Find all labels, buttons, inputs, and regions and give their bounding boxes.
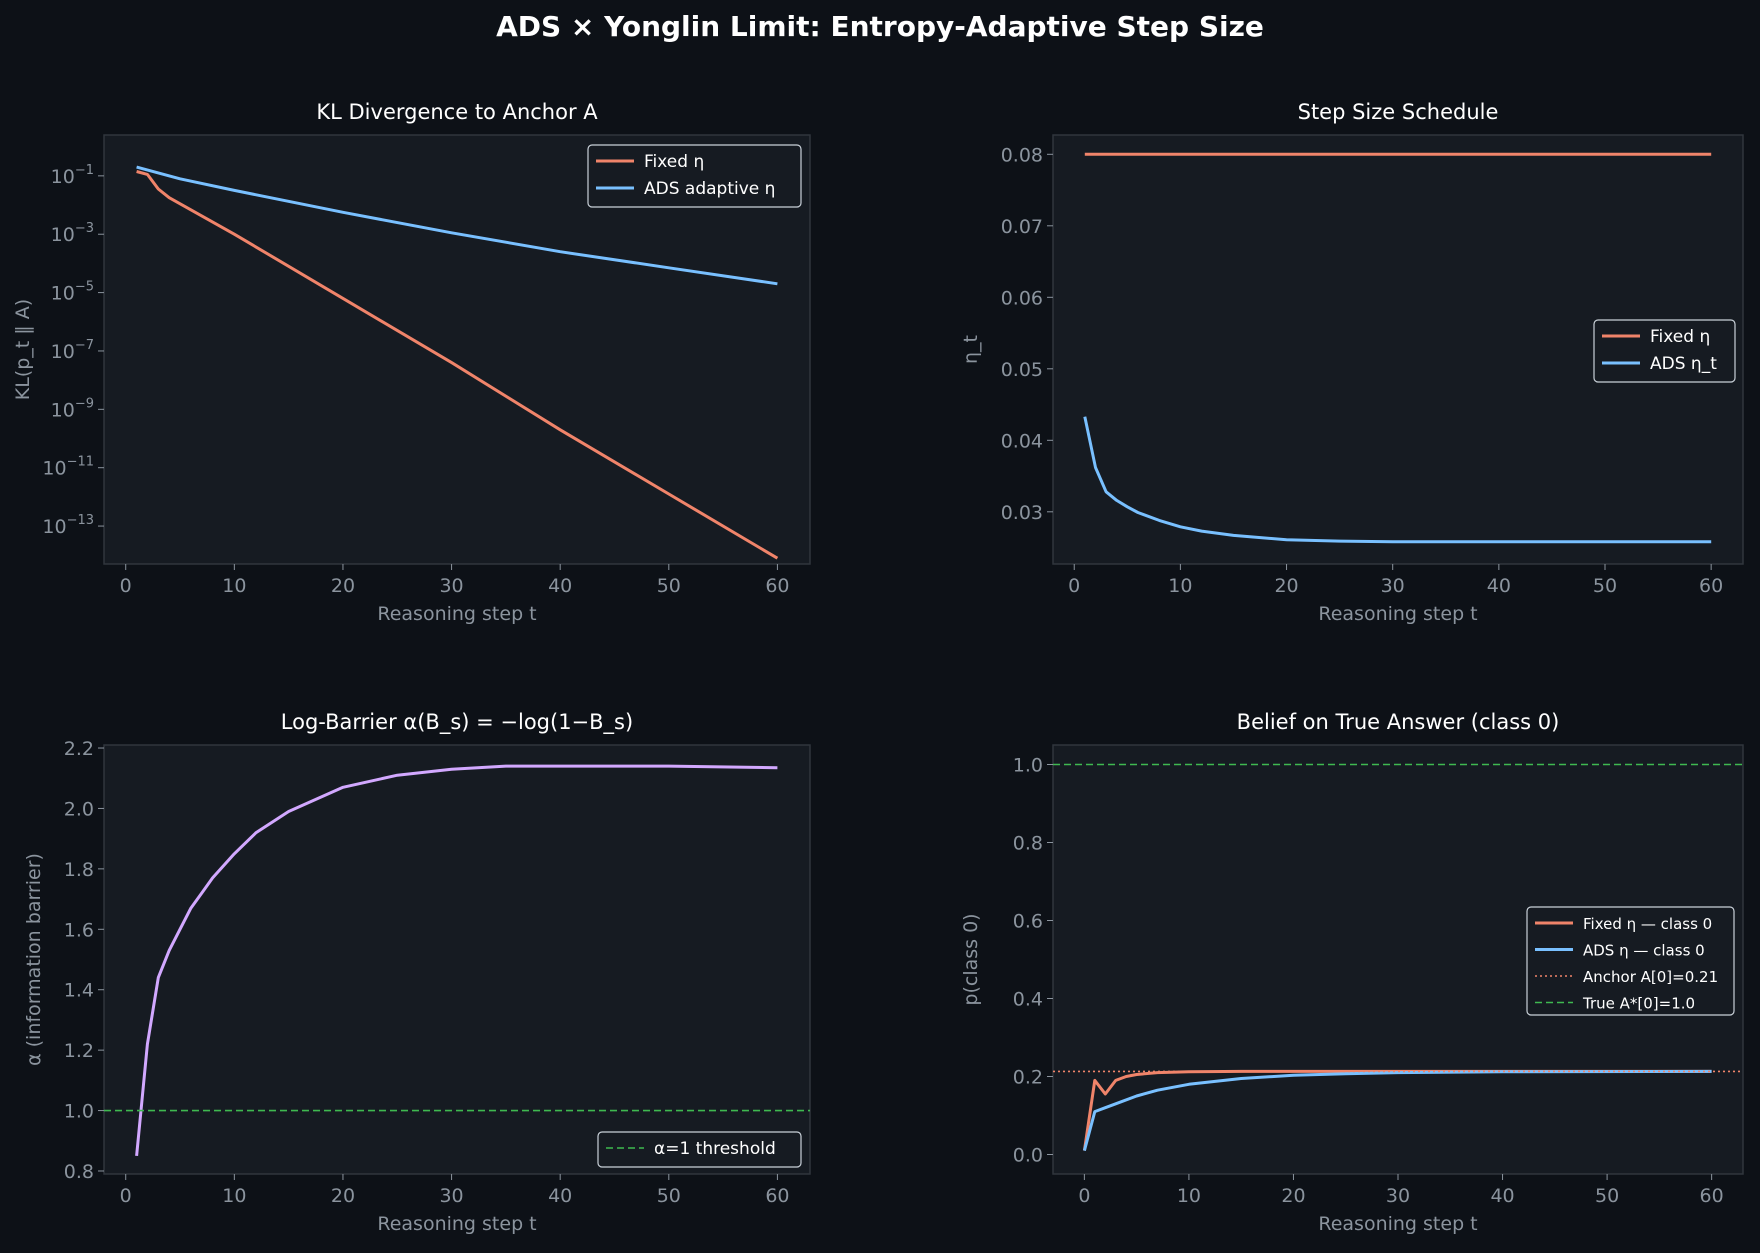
y-tick-label: 10−1 xyxy=(51,163,94,188)
y-tick-label: 10−5 xyxy=(51,280,94,305)
x-axis-label: Reasoning step t xyxy=(377,603,536,625)
y-tick-label: 1.8 xyxy=(64,859,94,881)
series-line xyxy=(1082,1069,1712,1151)
y-tick-label: 1.2 xyxy=(64,1040,94,1062)
y-tick-label: 0.06 xyxy=(1001,287,1043,309)
x-tick-label: 20 xyxy=(1274,575,1298,597)
x-tick-label: 0 xyxy=(1068,575,1080,597)
y-tick-label: 1.0 xyxy=(1013,755,1043,777)
x-tick-label: 30 xyxy=(439,575,463,597)
x-tick-label: 0 xyxy=(120,1185,132,1207)
x-tick-label: 20 xyxy=(331,1185,355,1207)
y-tick-label: 10−3 xyxy=(51,221,94,246)
x-tick-label: 50 xyxy=(657,1185,681,1207)
x-tick-label: 30 xyxy=(439,1185,463,1207)
legend: Fixed η ADS η_t xyxy=(1593,319,1736,383)
legend-label: α=1 threshold xyxy=(654,1139,776,1159)
x-tick-label: 10 xyxy=(1177,1185,1201,1207)
x-tick-label: 10 xyxy=(222,1185,246,1207)
x-axis-label: Reasoning step t xyxy=(377,1213,536,1235)
panel-alpha: Log-Barrier α(B_s) = −log(1−B_s) 0 10 20 30 4… xyxy=(23,710,811,1235)
y-tick-label: 1.0 xyxy=(64,1101,94,1123)
panel-title: Belief on True Answer (class 0) xyxy=(1237,710,1560,734)
y-tick-label: 1.4 xyxy=(64,980,94,1002)
legend-label: ADS η — class 0 xyxy=(1583,942,1705,960)
panel-belief: Belief on True Answer (class 0) 0 10 20 30 40… xyxy=(960,710,1744,1235)
y-tick-label: 0.03 xyxy=(1001,502,1043,524)
legend-label: ADS η_t xyxy=(1650,354,1717,374)
x-tick-label: 60 xyxy=(1699,575,1723,597)
x-tick-label: 20 xyxy=(1281,1185,1305,1207)
legend-label: ADS adaptive η xyxy=(644,179,775,199)
y-tick-label: 2.0 xyxy=(64,798,94,820)
x-tick-label: 50 xyxy=(1595,1185,1619,1207)
legend-label: Fixed η xyxy=(1650,327,1710,347)
series-line xyxy=(1083,416,1712,544)
y-tick-label: 10−9 xyxy=(51,396,94,421)
figure-title: ADS × Yonglin Limit: Entropy-Adaptive St… xyxy=(496,10,1264,43)
y-axis-label: p(class 0) xyxy=(960,913,982,1005)
legend: α=1 threshold xyxy=(597,1131,802,1168)
y-tick-label: 0.8 xyxy=(1013,833,1043,855)
y-tick-label: 10−13 xyxy=(42,513,94,538)
panel-title: KL Divergence to Anchor A xyxy=(316,100,598,124)
x-axis-label: Reasoning step t xyxy=(1318,603,1477,625)
y-tick-label: 1.6 xyxy=(64,919,94,941)
y-tick-label: 0.0 xyxy=(1013,1145,1043,1167)
panel-eta: Step Size Schedule 0 10 20 30 40 50 60 0.03 0.04 0… xyxy=(960,100,1744,625)
y-tick-label: 0.07 xyxy=(1001,216,1043,238)
panel-title: Step Size Schedule xyxy=(1298,100,1499,124)
y-tick-label: 0.04 xyxy=(1001,430,1043,452)
x-tick-label: 0 xyxy=(120,575,132,597)
y-axis-label: KL(p_t ‖ A) xyxy=(12,299,34,400)
y-axis-label: α (information barrier) xyxy=(23,853,45,1066)
x-axis-label: Reasoning step t xyxy=(1318,1213,1477,1235)
legend-box xyxy=(587,144,802,208)
x-tick-label: 10 xyxy=(222,575,246,597)
x-tick-label: 50 xyxy=(1593,575,1617,597)
x-tick-label: 60 xyxy=(1700,1185,1724,1207)
y-tick-label: 0.6 xyxy=(1013,911,1043,933)
x-tick-label: 60 xyxy=(765,575,789,597)
y-tick-label: 2.2 xyxy=(64,738,94,760)
legend-label: Fixed η xyxy=(644,152,704,172)
y-tick-label: 0.8 xyxy=(64,1161,94,1183)
panel-title: Log-Barrier α(B_s) = −log(1−B_s) xyxy=(281,710,633,735)
legend-label: Fixed η — class 0 xyxy=(1583,915,1712,933)
series-line xyxy=(136,165,778,286)
legend-label: Anchor A[0]=0.21 xyxy=(1583,968,1718,986)
x-tick-label: 30 xyxy=(1386,1185,1410,1207)
y-tick-label: 0.4 xyxy=(1013,989,1043,1011)
panel-kl: KL Divergence to Anchor A 0 10 20 30 40 50 60 10… xyxy=(12,100,811,625)
legend: Fixed η — class 0 ADS η — class 0 Anchor A… xyxy=(1526,906,1735,1016)
x-tick-label: 40 xyxy=(548,575,572,597)
y-tick-label: 0.05 xyxy=(1001,359,1043,381)
x-tick-label: 20 xyxy=(331,575,355,597)
x-tick-label: 40 xyxy=(1490,1185,1514,1207)
x-tick-label: 40 xyxy=(1487,575,1511,597)
y-tick-label: 10−7 xyxy=(51,338,94,363)
y-tick-label: 0.08 xyxy=(1001,144,1043,166)
x-tick-label: 10 xyxy=(1168,575,1192,597)
x-tick-label: 30 xyxy=(1381,575,1405,597)
legend-box xyxy=(597,1131,802,1168)
series-line xyxy=(136,170,779,560)
y-tick-label: 0.2 xyxy=(1013,1067,1043,1089)
x-tick-label: 40 xyxy=(548,1185,572,1207)
legend-box xyxy=(1526,906,1735,1016)
series-line xyxy=(135,764,778,1157)
legend: Fixed η ADS adaptive η xyxy=(587,144,802,208)
legend-label: True A*[0]=1.0 xyxy=(1582,995,1695,1013)
x-tick-label: 0 xyxy=(1078,1185,1090,1207)
y-axis-label: η_t xyxy=(960,335,982,364)
y-tick-label: 10−11 xyxy=(42,455,94,480)
x-tick-label: 50 xyxy=(657,575,681,597)
x-tick-label: 60 xyxy=(765,1185,789,1207)
axes-frame xyxy=(103,744,811,1175)
